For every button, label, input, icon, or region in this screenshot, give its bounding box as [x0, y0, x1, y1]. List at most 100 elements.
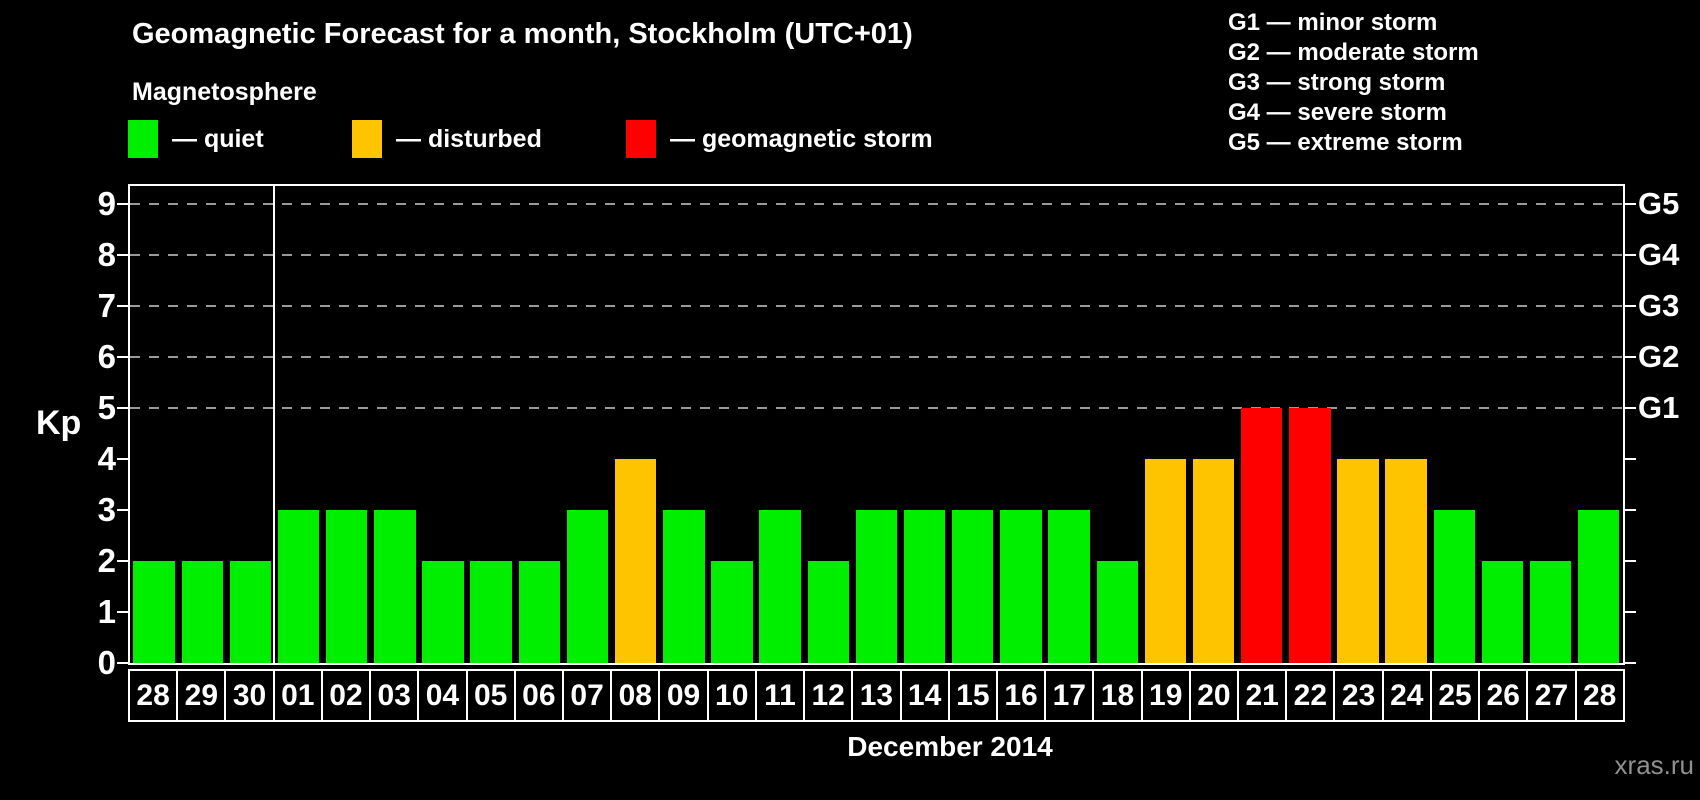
y-tick-label-9: 9	[97, 185, 116, 222]
y-tick-label-5: 5	[97, 389, 116, 426]
bar-slot	[708, 186, 756, 663]
gridline-kp7	[130, 305, 1623, 307]
y-tick-label-2: 2	[97, 542, 116, 579]
storm-scale-item: G5 — extreme storm	[1228, 129, 1463, 156]
bar-slot	[323, 186, 371, 663]
bar-slot	[997, 186, 1045, 663]
legend-item-disturbed: — disturbed	[352, 118, 542, 160]
bar-slot	[467, 186, 515, 663]
right-tick-kp5	[1625, 407, 1636, 409]
bar-slot	[1045, 186, 1093, 663]
y-axis-label-kp: Kp	[36, 404, 82, 442]
storm-scale-item: G1 — minor storm	[1228, 9, 1438, 36]
date-cell-20: 20	[1188, 671, 1237, 720]
date-cell-07: 07	[561, 671, 610, 720]
bar-day-11	[759, 510, 801, 663]
y-tick-label-0: 0	[97, 644, 116, 681]
bar-day-30	[229, 561, 272, 663]
date-cell-26: 26	[1478, 671, 1526, 720]
bar-day-14	[903, 510, 946, 663]
date-cell-06: 06	[513, 671, 562, 720]
bar-slot	[756, 186, 804, 663]
left-tick-kp1	[117, 611, 128, 613]
date-cell-09: 09	[658, 671, 706, 720]
date-cell-02: 02	[320, 671, 369, 720]
left-tick-kp0	[117, 662, 128, 664]
date-cell-22: 22	[1285, 671, 1333, 720]
right-axis-label-G1: G1	[1638, 390, 1680, 425]
left-tick-kp6	[117, 356, 128, 358]
right-tick-kp9	[1625, 203, 1636, 205]
bar-day-01	[277, 510, 320, 663]
bar-day-07	[566, 510, 609, 663]
right-axis-label-G4: G4	[1638, 237, 1680, 272]
bar-day-02	[326, 510, 368, 663]
bar-slot	[1527, 186, 1575, 663]
right-tick-kp4	[1625, 458, 1636, 460]
y-tick-label-8: 8	[97, 236, 116, 273]
bar-day-18	[1096, 561, 1138, 663]
bar-day-28	[1578, 510, 1620, 663]
date-cell-14: 14	[899, 671, 948, 720]
y-tick-label-4: 4	[97, 440, 116, 477]
storm-scale-item: G3 — strong storm	[1228, 69, 1446, 96]
legend-item-quiet: — quiet	[128, 118, 264, 160]
storm-scale-item: G2 — moderate storm	[1228, 39, 1479, 66]
date-cell-18: 18	[1092, 671, 1140, 720]
bar-slot	[1334, 186, 1382, 663]
x-axis-label-month: December 2014	[847, 731, 1053, 762]
bar-slot	[130, 186, 178, 663]
date-cell-28: 28	[1574, 671, 1623, 720]
right-tick-kp3	[1625, 509, 1636, 511]
bar-slot	[1141, 186, 1189, 663]
plot-area	[128, 184, 1625, 665]
date-cell-12: 12	[803, 671, 851, 720]
date-cell-23: 23	[1333, 671, 1381, 720]
date-cell-25: 25	[1429, 671, 1478, 720]
bar-day-05	[470, 561, 512, 663]
right-tick-kp2	[1625, 560, 1636, 562]
y-tick-label-3: 3	[97, 491, 116, 528]
bar-slot	[1238, 186, 1286, 663]
bar-day-25	[1433, 510, 1475, 663]
bar-slot	[563, 186, 611, 663]
bar-slot	[1189, 186, 1237, 663]
storm-color-swatch	[626, 120, 656, 158]
magnetosphere-label: Magnetosphere	[132, 78, 317, 106]
bar-slot	[371, 186, 419, 663]
right-tick-kp0	[1625, 662, 1636, 664]
bar-day-09	[663, 510, 705, 663]
legend-item-storm: — geomagnetic storm	[626, 118, 933, 160]
date-cell-05: 05	[465, 671, 514, 720]
right-axis-label-G2: G2	[1638, 339, 1680, 374]
date-cell-04: 04	[417, 671, 465, 720]
bar-day-28	[133, 561, 175, 663]
bar-slot	[901, 186, 949, 663]
bar-day-13	[855, 510, 898, 663]
bar-day-17	[1048, 510, 1090, 663]
bar-slot	[274, 186, 322, 663]
right-axis-label-G5: G5	[1638, 186, 1680, 221]
right-tick-kp8	[1625, 254, 1636, 256]
left-tick-kp7	[117, 305, 128, 307]
bar-slot	[804, 186, 852, 663]
bar-day-27	[1529, 561, 1572, 663]
date-cell-16: 16	[995, 671, 1044, 720]
bar-day-12	[807, 561, 849, 663]
date-cell-28: 28	[136, 678, 170, 712]
bar-day-29	[181, 561, 223, 663]
bar-slot	[515, 186, 563, 663]
watermark: xras.ru	[1614, 750, 1694, 780]
date-cell-30: 30	[224, 671, 272, 720]
date-cell-03: 03	[369, 671, 417, 720]
date-cell-10: 10	[706, 671, 755, 720]
legend-label-storm: — geomagnetic storm	[670, 124, 933, 153]
bar-slot	[949, 186, 997, 663]
bar-slot	[226, 186, 274, 663]
gridline-kp5	[130, 407, 1623, 409]
bar-slot	[1478, 186, 1526, 663]
y-tick-label-7: 7	[97, 287, 116, 324]
left-tick-kp5	[117, 407, 128, 409]
left-tick-kp2	[117, 560, 128, 562]
date-cell-29: 29	[176, 671, 224, 720]
